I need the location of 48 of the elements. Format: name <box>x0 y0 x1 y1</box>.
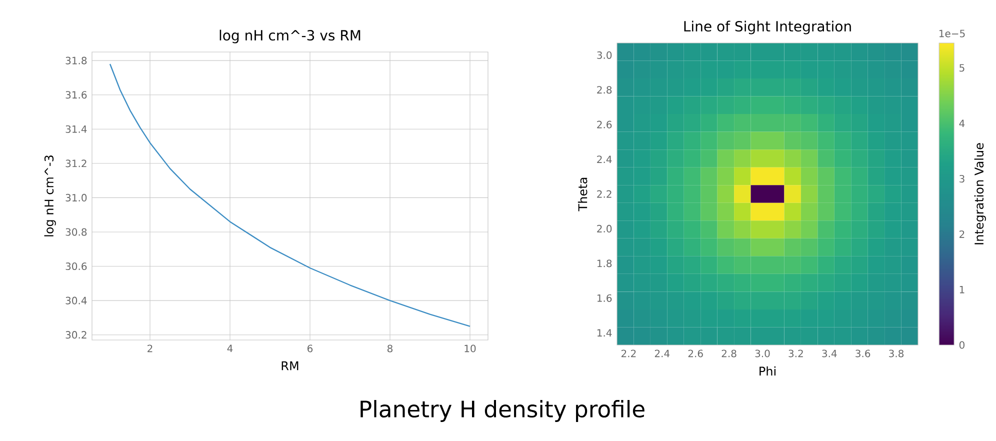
color-bar-label: 1 <box>960 286 964 294</box>
x-tick-label: 2.4 <box>654 350 670 358</box>
x-tick-label: 2.8 <box>722 350 736 358</box>
y-tick-label: 30.6 <box>66 262 87 270</box>
x-tick-label: 10 <box>464 344 476 352</box>
color-bar-label: 3 <box>960 174 964 183</box>
y-axis-title: Theta <box>578 178 588 212</box>
y-tick-label: 2.8 <box>597 86 612 94</box>
x-tick-label: 8 <box>387 344 392 352</box>
y-tick-label: 1.4 <box>598 329 612 336</box>
y-tick-label: 31.6 <box>66 91 87 99</box>
x-tick-label: 2.2 <box>621 350 636 358</box>
y-tick-label: 2.4 <box>597 156 612 163</box>
y-tick-label: 3.0 <box>597 51 612 59</box>
x-tick-label: 4 <box>227 344 233 352</box>
x-axis-title: Phi <box>760 366 776 376</box>
y-tick-label: 2.2 <box>597 190 612 198</box>
y-tick-label: 2.0 <box>597 224 612 232</box>
text: 1e−5 <box>939 30 965 38</box>
x-tick-label: 2.6 <box>688 350 703 358</box>
x-tick-label: 3.8 <box>889 350 904 358</box>
y-tick-label: 31.2 <box>66 160 86 168</box>
y-tick-label: 1.6 <box>598 294 612 302</box>
color-bar-title: Integration Value <box>974 143 986 244</box>
x-tick-label: 3.2 <box>788 350 803 358</box>
x-tick-label: 3.6 <box>856 350 870 358</box>
y-tick-label: 31.0 <box>66 194 87 202</box>
color-bar-label: 4 <box>959 120 965 127</box>
line-series <box>109 63 471 327</box>
text: Planetry H density profile <box>360 400 644 422</box>
x-tick-label: 2 <box>148 344 152 352</box>
chart-title: log nH cm^-3 vs RM <box>220 30 360 44</box>
y-tick-label: 2.6 <box>597 120 612 128</box>
y-tick-label: 1.8 <box>598 260 612 268</box>
y-tick-label: 30.8 <box>66 228 87 236</box>
x-axis-title: RM <box>282 361 298 370</box>
x-tick-label: 3.4 <box>822 350 837 358</box>
y-tick-label: 31.8 <box>66 56 87 64</box>
color-bar-label: 2 <box>960 230 964 238</box>
y-tick-label: 30.2 <box>66 331 86 339</box>
y-axis-title: log nH cm^-3 <box>44 156 56 236</box>
color-bar-label: 5 <box>960 64 964 72</box>
y-tick-label: 30.4 <box>66 296 87 304</box>
x-tick-label: 6 <box>308 344 313 352</box>
color-bar-label: 0 <box>959 341 964 349</box>
chart-title: Line of Sight Integration <box>684 20 851 34</box>
y-tick-label: 31.4 <box>66 125 87 133</box>
x-tick-label: 3.0 <box>755 350 770 358</box>
